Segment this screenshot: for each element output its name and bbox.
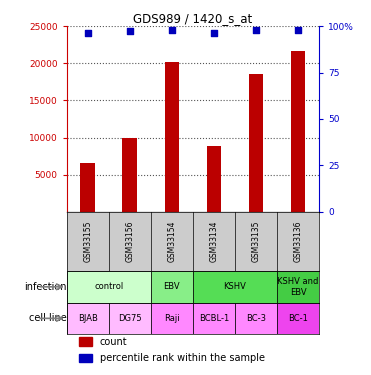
Point	[85, 30, 91, 36]
Bar	[79, 338, 92, 346]
Bar	[151, 303, 193, 334]
Text: KSHV and
EBV: KSHV and EBV	[278, 277, 319, 297]
Bar	[193, 271, 277, 303]
Bar	[249, 75, 263, 212]
Point	[295, 27, 301, 33]
Text: BJAB: BJAB	[78, 314, 98, 323]
Point	[127, 28, 133, 34]
Bar	[122, 138, 137, 212]
Bar	[81, 163, 95, 212]
Text: control: control	[94, 282, 124, 291]
Bar	[67, 271, 151, 303]
Bar	[277, 303, 319, 334]
Text: GSM33135: GSM33135	[252, 220, 260, 262]
Text: BCBL-1: BCBL-1	[199, 314, 229, 323]
Point	[169, 27, 175, 33]
Point	[211, 30, 217, 36]
Text: GSM33134: GSM33134	[210, 220, 219, 262]
Bar	[67, 303, 109, 334]
Bar	[164, 62, 179, 212]
Text: DG75: DG75	[118, 314, 142, 323]
Text: cell line: cell line	[29, 314, 67, 323]
Bar	[277, 271, 319, 303]
Text: GSM33156: GSM33156	[125, 220, 134, 262]
Text: EBV: EBV	[164, 282, 180, 291]
Bar	[290, 51, 305, 212]
Text: GSM33155: GSM33155	[83, 220, 92, 262]
Bar	[235, 303, 277, 334]
Text: GSM33136: GSM33136	[293, 220, 302, 262]
Text: KSHV: KSHV	[224, 282, 246, 291]
Bar	[79, 354, 92, 363]
Bar	[109, 303, 151, 334]
Text: percentile rank within the sample: percentile rank within the sample	[99, 354, 265, 363]
Bar	[151, 271, 193, 303]
Text: infection: infection	[24, 282, 67, 292]
Text: BC-3: BC-3	[246, 314, 266, 323]
Bar	[193, 303, 235, 334]
Text: BC-1: BC-1	[288, 314, 308, 323]
Text: GSM33154: GSM33154	[167, 220, 176, 262]
Bar	[207, 146, 221, 212]
Title: GDS989 / 1420_s_at: GDS989 / 1420_s_at	[133, 12, 253, 25]
Point	[253, 27, 259, 33]
Text: Raji: Raji	[164, 314, 180, 323]
Text: count: count	[99, 337, 127, 347]
